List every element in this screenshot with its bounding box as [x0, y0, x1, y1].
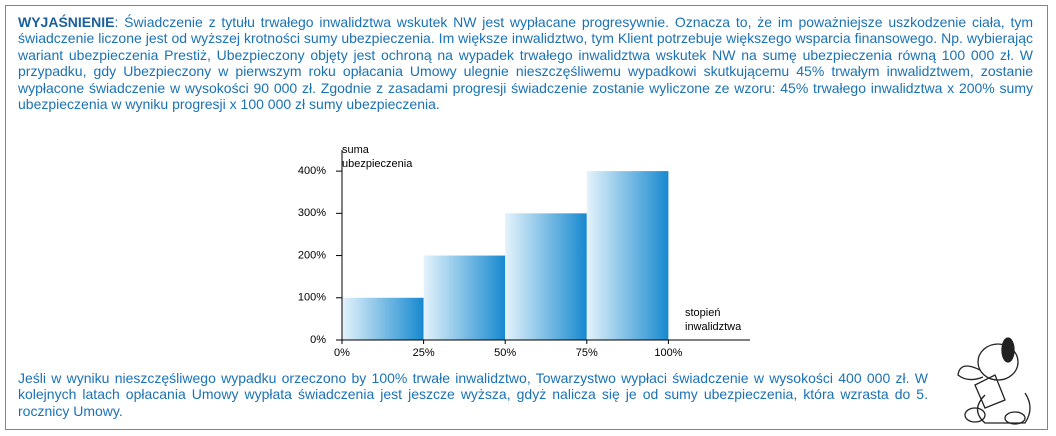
- bar: [586, 171, 669, 340]
- x-tick-label: 25%: [413, 347, 435, 359]
- footer-text: Jeśli w wyniku nieszczęśliwego wypadku o…: [18, 370, 928, 419]
- x-axis-label: stopień: [685, 307, 720, 319]
- explanation-text: : Świadczenie z tytułu trwałego inwalidz…: [18, 14, 1033, 113]
- explanation: WYJAŚNIENIE: Świadczenie z tytułu trwałe…: [18, 14, 1033, 112]
- x-axis-label: inwalidztwa: [685, 321, 742, 333]
- bar: [423, 255, 506, 340]
- frame: [5, 5, 1048, 430]
- y-tick-label: 400%: [298, 165, 326, 177]
- y-axis-label: ubezpieczenia: [342, 158, 413, 170]
- x-tick-label: 0%: [334, 347, 350, 359]
- x-tick-label: 100%: [654, 347, 682, 359]
- snoopy: [957, 337, 1031, 425]
- y-tick-label: 100%: [298, 292, 326, 304]
- bar: [342, 297, 424, 340]
- x-tick-label: 75%: [576, 347, 598, 359]
- y-tick-label: 200%: [298, 249, 326, 261]
- y-tick-label: 300%: [298, 207, 326, 219]
- x-tick-label: 50%: [494, 347, 516, 359]
- y-tick-label: 0%: [310, 334, 326, 346]
- explanation-label: WYJAŚNIENIE: [18, 14, 115, 30]
- bar: [505, 213, 587, 340]
- y-axis-label: suma: [342, 144, 370, 156]
